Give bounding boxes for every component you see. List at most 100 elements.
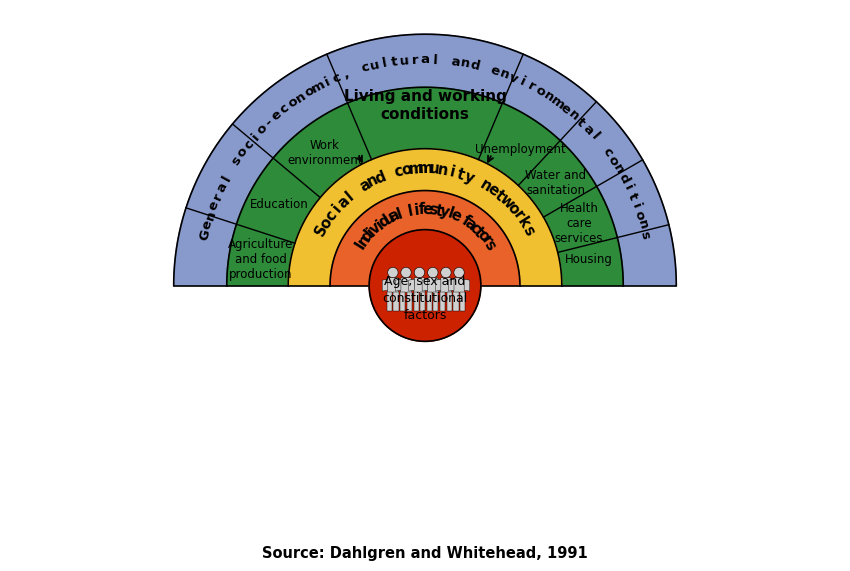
Text: c: c [241, 138, 257, 152]
Text: n: n [460, 57, 471, 71]
Polygon shape [400, 278, 411, 292]
Polygon shape [428, 292, 433, 311]
Text: y: y [462, 168, 476, 186]
Text: l: l [395, 206, 405, 222]
Polygon shape [414, 292, 419, 311]
Text: r: r [411, 54, 418, 67]
Text: Health
care
services: Health care services [555, 202, 604, 245]
Text: o: o [504, 200, 522, 217]
Polygon shape [460, 292, 465, 311]
Text: o: o [254, 122, 270, 137]
Text: i: i [322, 75, 332, 89]
Text: r: r [526, 79, 538, 94]
Text: s: s [428, 202, 439, 218]
Text: d: d [469, 58, 481, 73]
Polygon shape [388, 278, 399, 292]
Text: d: d [615, 171, 632, 186]
Text: l: l [588, 131, 601, 143]
Text: n: n [541, 89, 557, 105]
Text: l: l [445, 206, 455, 222]
Text: c: c [331, 70, 343, 86]
Text: f: f [459, 213, 473, 230]
Text: m: m [417, 161, 433, 176]
Text: t: t [434, 203, 444, 219]
Text: n: n [477, 176, 494, 195]
Text: v: v [367, 219, 384, 237]
Text: u: u [400, 54, 411, 68]
Text: e: e [558, 101, 573, 117]
Text: a: a [335, 193, 352, 211]
Text: s: s [481, 238, 498, 253]
Text: n: n [365, 172, 381, 190]
Text: t: t [391, 55, 399, 69]
Text: u: u [428, 161, 439, 177]
Text: o: o [303, 84, 317, 100]
Text: t: t [455, 166, 466, 183]
Circle shape [401, 267, 411, 278]
Text: n: n [293, 89, 309, 105]
Circle shape [388, 267, 398, 278]
Text: e: e [484, 182, 501, 199]
Text: i: i [413, 202, 420, 218]
Text: c: c [600, 146, 615, 159]
Text: l: l [382, 57, 388, 70]
Text: t: t [625, 191, 639, 202]
Text: i: i [249, 131, 262, 143]
Polygon shape [382, 279, 388, 291]
Text: c: c [360, 61, 371, 75]
Text: l: l [219, 173, 234, 183]
Polygon shape [400, 292, 405, 311]
Text: l: l [343, 188, 357, 203]
Text: o: o [605, 154, 621, 168]
Text: a: a [580, 122, 596, 137]
Text: a: a [421, 54, 429, 66]
Text: i: i [330, 202, 344, 215]
Polygon shape [440, 278, 451, 292]
Text: o: o [401, 162, 413, 178]
Circle shape [454, 267, 464, 278]
Text: Education: Education [250, 199, 309, 211]
Polygon shape [288, 148, 562, 286]
Polygon shape [406, 292, 411, 311]
Text: w: w [496, 192, 517, 212]
Polygon shape [446, 292, 451, 311]
Text: n: n [635, 219, 650, 231]
Text: u: u [382, 210, 398, 227]
Text: n: n [497, 66, 511, 82]
Text: s: s [519, 223, 536, 238]
Text: o: o [317, 215, 336, 231]
Text: r: r [510, 208, 526, 223]
Text: o: o [632, 209, 647, 222]
Polygon shape [420, 292, 425, 311]
Text: Source: Dahlgren and Whitehead, 1991: Source: Dahlgren and Whitehead, 1991 [262, 546, 588, 561]
Text: n: n [437, 162, 450, 178]
Text: r: r [478, 233, 495, 248]
Text: o: o [533, 84, 547, 100]
Text: n: n [565, 107, 581, 123]
Polygon shape [173, 34, 677, 286]
Polygon shape [424, 279, 430, 291]
Text: e: e [207, 199, 222, 212]
Polygon shape [448, 279, 454, 291]
Polygon shape [435, 279, 441, 291]
Circle shape [441, 267, 451, 278]
Text: Living and working
conditions: Living and working conditions [343, 89, 507, 122]
Text: o: o [473, 227, 491, 245]
Text: n: n [203, 209, 218, 222]
Polygon shape [434, 292, 439, 311]
Polygon shape [409, 279, 414, 291]
Text: e: e [488, 63, 501, 78]
Text: o: o [285, 95, 300, 111]
Text: Water and
sanitation: Water and sanitation [525, 169, 586, 197]
Text: e: e [269, 107, 285, 123]
Text: a: a [214, 180, 230, 194]
Text: a: a [450, 55, 461, 69]
Text: s: s [638, 230, 652, 240]
Polygon shape [394, 292, 399, 311]
Text: a: a [357, 176, 373, 195]
Polygon shape [330, 191, 520, 286]
Polygon shape [464, 279, 470, 291]
Text: i: i [373, 217, 386, 232]
Polygon shape [428, 278, 439, 292]
Circle shape [369, 230, 481, 341]
